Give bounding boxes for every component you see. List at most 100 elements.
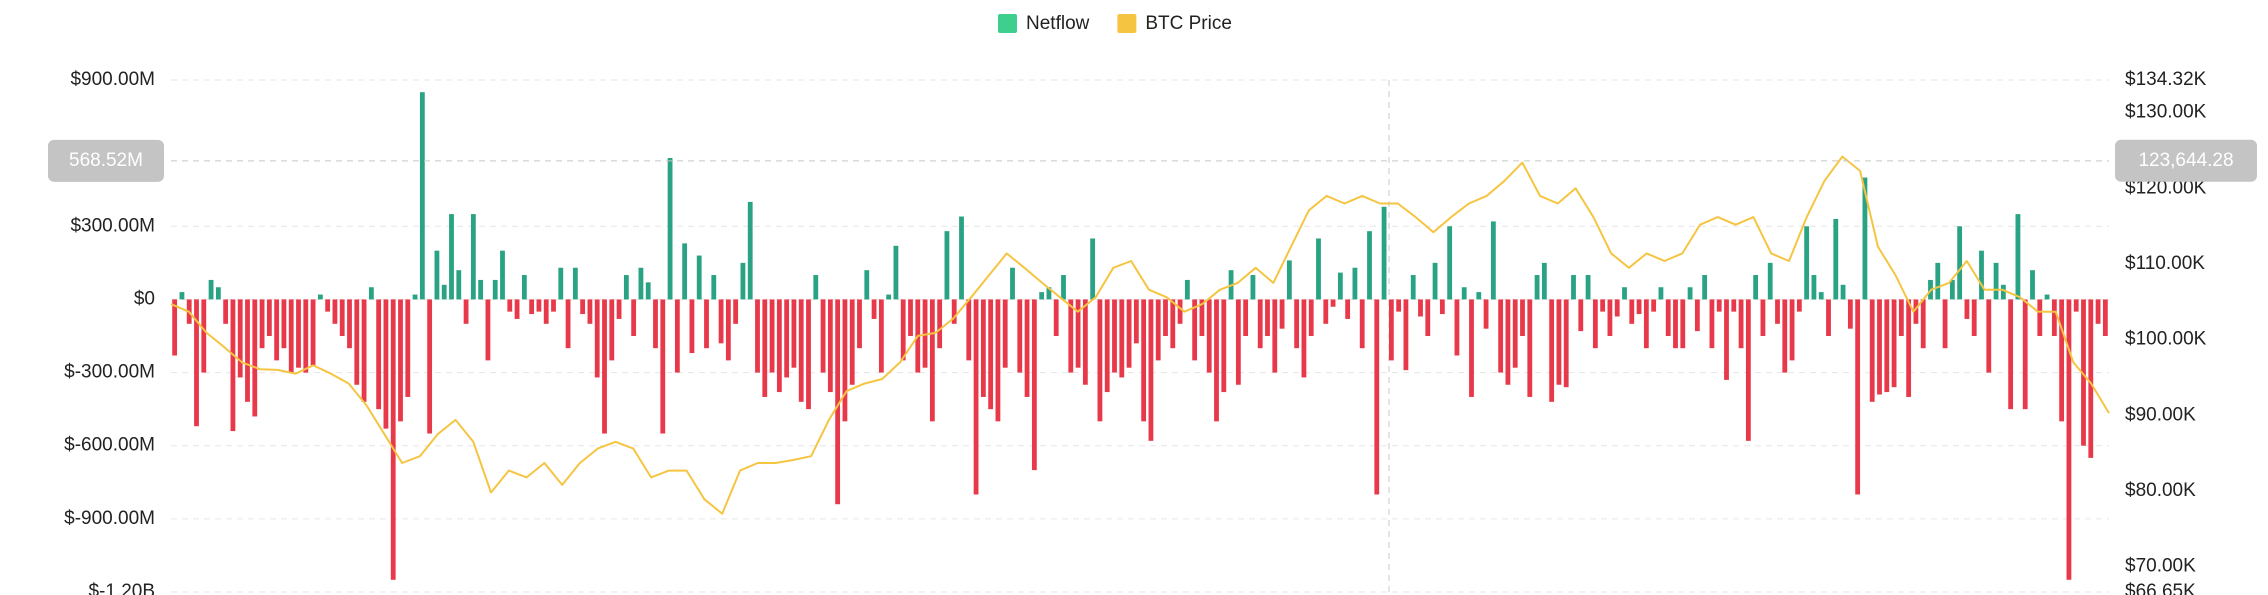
bar [376, 299, 382, 410]
bar [1126, 299, 1132, 368]
bar [594, 299, 600, 378]
bar [835, 299, 841, 505]
bar [784, 299, 790, 378]
bar [1745, 299, 1751, 441]
bar [609, 299, 615, 361]
bar [1971, 299, 1977, 336]
bar [1840, 284, 1846, 300]
bar [1957, 226, 1963, 300]
bar [1097, 299, 1103, 422]
bar [1731, 299, 1737, 312]
bar [1294, 299, 1300, 349]
bar [230, 299, 236, 432]
bar [1170, 299, 1176, 349]
bar [2059, 299, 2065, 422]
bar [988, 299, 994, 410]
bar [565, 299, 571, 349]
bar [747, 201, 753, 300]
bar [762, 299, 768, 397]
bar [864, 270, 870, 300]
bar [1031, 299, 1037, 471]
crosshair-y-tag [48, 139, 164, 182]
bar [434, 250, 440, 300]
bar [886, 294, 892, 300]
legend-swatch [998, 14, 1017, 33]
bar [1345, 299, 1351, 319]
bar [383, 299, 389, 429]
bar [1461, 287, 1467, 300]
bar [653, 299, 658, 349]
bar [959, 216, 964, 300]
bar [1847, 299, 1853, 329]
bar [908, 299, 913, 336]
bar [390, 299, 396, 580]
bar [1359, 299, 1365, 349]
bar [769, 299, 775, 373]
grid [171, 79, 2109, 593]
bar [725, 299, 731, 361]
bar [2081, 299, 2086, 446]
bar [529, 299, 535, 315]
bar [2102, 299, 2108, 336]
bar [1680, 299, 1686, 349]
bar [1039, 292, 1045, 300]
bar [696, 255, 702, 300]
bar [1148, 299, 1154, 441]
bar [944, 231, 950, 300]
y-tick-label: $-300.00M [64, 362, 155, 383]
bar [1724, 299, 1729, 380]
bar [995, 299, 1001, 422]
bar [2030, 270, 2035, 300]
y2-tick-label: $110.00K [2125, 253, 2205, 274]
bar [1607, 299, 1613, 336]
bar [1061, 275, 1066, 300]
bar [1702, 275, 1708, 300]
bar [2088, 299, 2094, 458]
bar [1877, 299, 1882, 395]
bar [1600, 299, 1606, 312]
bar [1804, 226, 1810, 300]
bar [1199, 299, 1205, 336]
y2-tick-label: $80.00K [2125, 480, 2196, 501]
legend-label: BTC Price [1145, 13, 1232, 34]
bar [871, 299, 877, 319]
bar [602, 299, 607, 434]
bar [245, 299, 250, 402]
bar [1658, 287, 1664, 300]
bar [704, 299, 709, 349]
bar [1221, 299, 1227, 393]
bar [405, 299, 411, 397]
bar [1527, 299, 1533, 397]
y-tick-label: $300.00M [70, 215, 155, 236]
bar [1155, 299, 1161, 361]
bar [1811, 275, 1817, 300]
bar [1563, 299, 1569, 388]
bar [798, 299, 804, 402]
bar [536, 299, 542, 312]
bar [827, 299, 833, 393]
bar [1796, 299, 1802, 312]
bar [470, 214, 476, 300]
bar [1133, 299, 1139, 344]
bar [274, 299, 280, 361]
y-tick-label: $-900.00M [64, 508, 155, 529]
bar [682, 243, 688, 300]
bar [1265, 299, 1270, 336]
bar [1541, 262, 1547, 300]
bar [419, 92, 425, 300]
bar [252, 299, 258, 417]
bar [1418, 299, 1423, 317]
bar [1753, 275, 1759, 300]
bar [1301, 299, 1307, 378]
bar [1622, 287, 1627, 300]
bar [2037, 299, 2043, 336]
bar [1447, 226, 1453, 300]
bar [1010, 267, 1015, 300]
bar [332, 299, 338, 324]
y-tick-label: $900.00M [70, 69, 155, 90]
y-tick-label: $-600.00M [64, 435, 155, 456]
bar [1214, 299, 1219, 422]
bar [580, 299, 586, 315]
bar [2044, 294, 2050, 300]
bar [1884, 299, 1890, 393]
